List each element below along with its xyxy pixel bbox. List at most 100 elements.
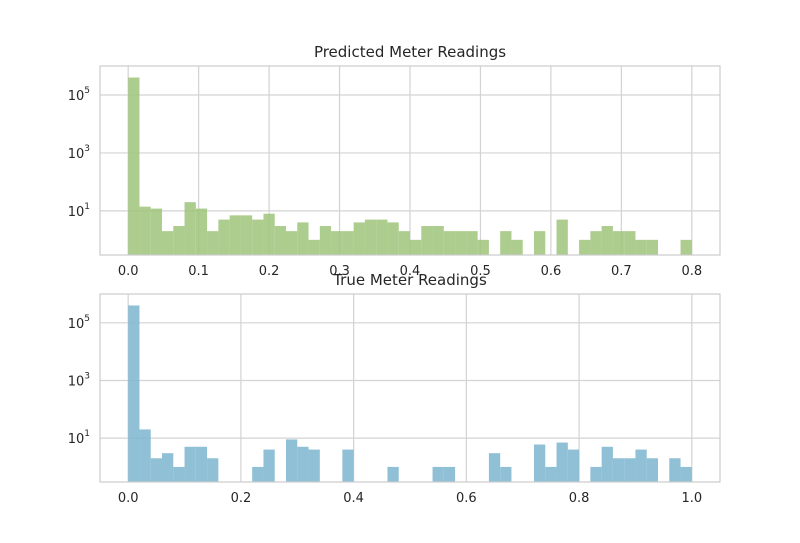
true-histogram-bar	[342, 449, 354, 482]
predicted-histogram-bar	[421, 226, 433, 255]
true-chart-title: True Meter Readings	[332, 271, 487, 289]
predicted-gridlines	[100, 66, 720, 255]
true-histogram-bar	[601, 446, 613, 482]
predicted-histogram-bar	[364, 219, 377, 255]
predicted-bars	[128, 77, 692, 255]
predicted-histogram-bar	[229, 215, 241, 255]
predicted-x-tick-label: 0.3	[329, 264, 350, 279]
predicted-histogram-bar	[342, 231, 354, 255]
true-histogram-bar	[387, 466, 399, 482]
predicted-histogram-bar	[601, 226, 613, 255]
predicted-histogram-bar	[274, 226, 286, 255]
predicted-histogram-bar	[511, 239, 523, 255]
true-x-tick-label: 1.0	[681, 491, 702, 506]
true-y-tick-label: 101	[68, 429, 90, 447]
true-histogram-bar	[443, 466, 456, 482]
true-histogram-bar	[184, 446, 196, 482]
predicted-histogram-bar	[398, 231, 410, 255]
predicted-y-ticks: 101 103 105	[68, 86, 90, 220]
true-histogram-bar	[500, 466, 512, 482]
predicted-histogram-bar	[646, 239, 658, 255]
predicted-histogram-bar	[579, 239, 591, 255]
true-bars	[128, 305, 692, 482]
predicted-readings-plot: 0.0 0.1 0.2 0.3 0.4 0.5 0.6 0.7 0.8 101 103 105 Pr…	[68, 43, 721, 279]
true-x-tick-label: 0.0	[118, 491, 139, 506]
true-histogram-bar	[612, 458, 625, 482]
true-histogram-bar	[150, 458, 162, 482]
predicted-histogram-bar	[680, 239, 692, 255]
predicted-x-tick-label: 0.2	[259, 264, 280, 279]
true-y-tick-label: 105	[68, 314, 90, 332]
true-readings-plot: 0.0 0.2 0.4 0.6 0.8 1.0 101 103 105 True Meter …	[68, 271, 721, 506]
true-histogram-bar	[567, 449, 580, 482]
predicted-histogram-bar	[319, 226, 332, 255]
predicted-histogram-bar	[443, 231, 456, 255]
true-histogram-bar	[263, 449, 275, 482]
true-histogram-bar	[128, 305, 140, 482]
predicted-y-tick-label: 101	[68, 202, 90, 220]
predicted-histogram-bar	[500, 231, 512, 255]
true-histogram-bar	[207, 458, 219, 482]
predicted-x-tick-label: 0.5	[470, 264, 491, 279]
predicted-histogram-bar	[286, 231, 298, 255]
predicted-plot-frame	[99, 65, 721, 256]
predicted-chart-title: Predicted Meter Readings	[314, 43, 506, 61]
predicted-histogram-bar	[635, 239, 647, 255]
true-histogram-bar	[139, 429, 151, 482]
predicted-histogram-bar	[207, 231, 219, 255]
predicted-histogram-bar	[624, 231, 636, 255]
true-histogram-bar	[162, 453, 174, 482]
predicted-y-tick-label: 103	[68, 144, 90, 162]
predicted-histogram-bar	[184, 202, 196, 255]
predicted-histogram-bar	[139, 206, 151, 255]
true-histogram-bar	[195, 446, 208, 482]
true-x-ticks: 0.0 0.2 0.4 0.6 0.8 1.0	[118, 491, 702, 506]
true-histogram-bar	[173, 466, 185, 482]
predicted-histogram-bar	[590, 231, 602, 255]
true-histogram-bar	[635, 449, 647, 482]
true-x-tick-label: 0.2	[231, 491, 252, 506]
true-histogram-bar	[590, 466, 602, 482]
true-histogram-bar	[252, 466, 264, 482]
true-histogram-bar	[556, 442, 568, 482]
predicted-histogram-bar	[556, 219, 568, 255]
predicted-x-tick-label: 0.7	[611, 264, 632, 279]
true-y-tick-label: 103	[68, 371, 90, 389]
true-histogram-bar	[669, 458, 681, 482]
predicted-histogram-bar	[150, 208, 162, 255]
true-histogram-bar	[545, 466, 557, 482]
predicted-histogram-bar	[218, 219, 230, 255]
true-plot-frame	[99, 293, 721, 483]
predicted-histogram-bar	[128, 77, 140, 255]
predicted-histogram-bar	[331, 231, 343, 255]
true-x-tick-label: 0.4	[343, 491, 364, 506]
true-histogram-bar	[680, 466, 692, 482]
predicted-x-tick-label: 0.6	[541, 264, 562, 279]
true-histogram-bar	[488, 453, 501, 482]
predicted-histogram-bar	[466, 231, 478, 255]
true-histogram-bar	[534, 444, 546, 482]
true-histogram-bar	[297, 446, 309, 482]
predicted-histogram-bar	[195, 208, 208, 255]
predicted-histogram-bar	[252, 219, 264, 255]
predicted-histogram-bar	[353, 222, 365, 255]
predicted-histogram-bar	[240, 215, 253, 255]
predicted-histogram-bar	[308, 239, 320, 255]
predicted-x-ticks: 0.0 0.1 0.2 0.3 0.4 0.5 0.6 0.7 0.8	[118, 264, 702, 279]
predicted-histogram-bar	[455, 231, 467, 255]
predicted-x-tick-label: 0.1	[188, 264, 209, 279]
predicted-histogram-bar	[297, 222, 309, 255]
true-histogram-bar	[624, 458, 636, 482]
predicted-histogram-bar	[612, 231, 625, 255]
predicted-y-tick-label: 105	[68, 86, 90, 104]
true-x-tick-label: 0.6	[456, 491, 477, 506]
predicted-histogram-bar	[432, 226, 444, 255]
true-y-ticks: 101 103 105	[68, 314, 90, 447]
true-histogram-bar	[646, 458, 658, 482]
predicted-histogram-bar	[376, 219, 388, 255]
predicted-histogram-bar	[173, 226, 185, 255]
true-histogram-bar	[308, 449, 320, 482]
predicted-x-tick-label: 0.8	[681, 264, 702, 279]
predicted-histogram-bar	[387, 222, 399, 255]
